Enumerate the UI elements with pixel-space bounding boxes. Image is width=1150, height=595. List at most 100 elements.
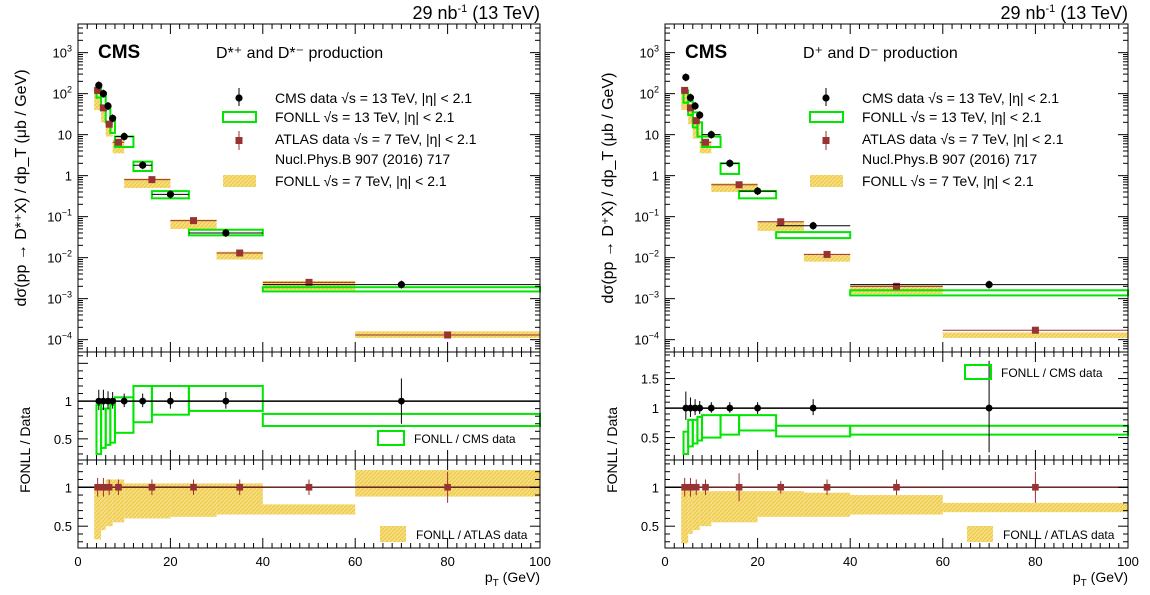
ratio-fonll7-band bbox=[124, 483, 171, 519]
x-tick-label: 20 bbox=[750, 554, 764, 569]
fonll7-band bbox=[124, 178, 171, 188]
fonll7-band bbox=[803, 254, 851, 262]
ratio-y-tick-label: 1 bbox=[65, 394, 72, 409]
ratio-fonll7-band bbox=[101, 487, 106, 531]
ratio-fonll13-box bbox=[187, 384, 264, 412]
cms-point bbox=[99, 90, 108, 98]
cms-point bbox=[686, 94, 695, 102]
legend-fonll7-swatch bbox=[810, 175, 843, 187]
ratio-atlas-point bbox=[236, 483, 243, 491]
x-tick-label: 80 bbox=[440, 554, 454, 569]
ratio-atlas-point bbox=[692, 483, 700, 491]
ratio-fonll13-box bbox=[719, 414, 741, 436]
ratio-cms-point bbox=[754, 404, 761, 412]
ratio-atlas-point bbox=[735, 483, 743, 491]
ratio-atlas-point bbox=[702, 483, 709, 491]
y-tick-label: 10−4 bbox=[634, 331, 659, 348]
fonll7-band bbox=[170, 219, 217, 229]
legend-fonll13-label: FONLL √s = 13 TeV, |η| < 2.1 bbox=[862, 109, 1042, 125]
ratio-fonll13-box bbox=[701, 414, 722, 439]
ratio-cms-point bbox=[726, 404, 734, 412]
process-label: D⁺ and D⁻ production bbox=[803, 45, 958, 62]
y-axis-label: dσ(pp → D*⁺X) / dp_T (μb / GeV) bbox=[13, 69, 30, 306]
ratio-atlas-point bbox=[823, 483, 831, 491]
atlas-point bbox=[893, 282, 900, 290]
legend-atlas-ref: Nucl.Phys.B 907 (2016) 717 bbox=[275, 151, 450, 167]
legend-cms-marker bbox=[822, 94, 830, 102]
ratio-atlas-point bbox=[94, 483, 101, 491]
legend-fonll13-label: FONLL √s = 13 TeV, |η| < 2.1 bbox=[275, 109, 455, 125]
ratio-fonll13-box bbox=[775, 424, 852, 438]
ratio-fonll7-band bbox=[692, 491, 700, 531]
ratio-fonll7-band bbox=[711, 491, 758, 523]
x-tick-label: 40 bbox=[256, 554, 270, 569]
fonll7-band bbox=[681, 90, 689, 110]
y-tick-label: 10 bbox=[58, 128, 72, 143]
legend-fonll7-label: FONLL √s = 7 TeV, |η| < 2.1 bbox=[275, 173, 447, 189]
ratio-legend-fonll13-box bbox=[377, 430, 405, 446]
ratio-y-tick-label: 0.5 bbox=[54, 519, 72, 534]
lumi-title: 29 nb-1 (13 TeV) bbox=[412, 3, 540, 23]
atlas-point bbox=[444, 331, 452, 339]
legend-atlas-label: ATLAS data √s = 7 TeV, |η| < 2.1 bbox=[275, 131, 477, 147]
ratio-atlas-point bbox=[687, 483, 694, 491]
fonll7-band bbox=[94, 90, 102, 110]
ratio-legend-fonll7-swatch bbox=[967, 526, 993, 542]
ratio-fonll13-box bbox=[738, 414, 778, 432]
ratio-cms-point bbox=[167, 397, 174, 405]
cms-point bbox=[707, 131, 715, 139]
legend-fonll7-label: FONLL √s = 7 TeV, |η| < 2.1 bbox=[862, 173, 1034, 189]
x-axis-label: pT (GeV) bbox=[485, 569, 540, 589]
fonll7-band bbox=[942, 332, 1128, 338]
ratio-legend-label: FONLL / ATLAS data bbox=[416, 528, 528, 542]
ratio-atlas-point bbox=[115, 483, 122, 491]
x-axis-label: pT (GeV) bbox=[1073, 569, 1128, 589]
atlas-point bbox=[99, 104, 107, 112]
cms-point bbox=[109, 114, 117, 122]
x-tick-label: 100 bbox=[1117, 554, 1139, 569]
legend-fonll13-box bbox=[809, 111, 844, 123]
ratio-legend-fonll7-swatch bbox=[380, 526, 406, 542]
y-axis-label: dσ(pp → D⁺X) / dp_T (μb / GeV) bbox=[600, 73, 617, 304]
cms-point bbox=[104, 102, 112, 110]
fonll7-band bbox=[101, 107, 106, 123]
legend-fonll7-swatch bbox=[223, 175, 256, 187]
ratio-atlas-point bbox=[893, 483, 900, 491]
y-tick-label: 10 bbox=[645, 128, 659, 143]
ratio-cms-point bbox=[120, 397, 128, 405]
atlas-point bbox=[94, 86, 102, 94]
x-tick-label: 0 bbox=[74, 554, 81, 569]
y-tick-label: 10−2 bbox=[47, 249, 72, 266]
y-tick-label: 1 bbox=[65, 169, 72, 184]
ratio-panel-cms: 0.5 1 FONLL / CMS data bbox=[54, 351, 541, 461]
cms-point bbox=[95, 81, 103, 89]
x-tick-label: 60 bbox=[348, 554, 362, 569]
ratio-fonll7-band bbox=[94, 487, 102, 540]
cms-point bbox=[691, 102, 699, 110]
atlas-point bbox=[692, 117, 700, 125]
ratio-cms-point bbox=[222, 397, 230, 405]
ratio-cms-point bbox=[809, 404, 817, 412]
ratio-atlas-point bbox=[444, 483, 451, 491]
x-tick-label: 0 bbox=[661, 554, 668, 569]
cms-point bbox=[166, 190, 174, 198]
cms-label: CMS bbox=[685, 42, 727, 63]
fonll13-box bbox=[775, 231, 852, 240]
ratio-cms-point bbox=[696, 404, 704, 412]
y-tick-label: 10−1 bbox=[47, 208, 72, 225]
ratio-y-tick-label: 1.5 bbox=[641, 372, 659, 387]
ratio-y-label: FONLL / Data bbox=[17, 407, 33, 493]
x-tick-label: 40 bbox=[843, 554, 857, 569]
ratio-atlas-point bbox=[100, 483, 107, 491]
ratio-atlas-point bbox=[105, 483, 113, 491]
ratio-y-tick-label: 0.5 bbox=[54, 432, 72, 447]
ratio-fonll7-band bbox=[699, 491, 712, 527]
ratio-cms-point bbox=[985, 404, 993, 412]
y-tick-label: 10−1 bbox=[634, 208, 659, 225]
ratio-cms-point bbox=[707, 404, 715, 412]
ratio-cms-point bbox=[398, 397, 405, 405]
legend-atlas-ref: Nucl.Phys.B 907 (2016) 717 bbox=[862, 151, 1037, 167]
